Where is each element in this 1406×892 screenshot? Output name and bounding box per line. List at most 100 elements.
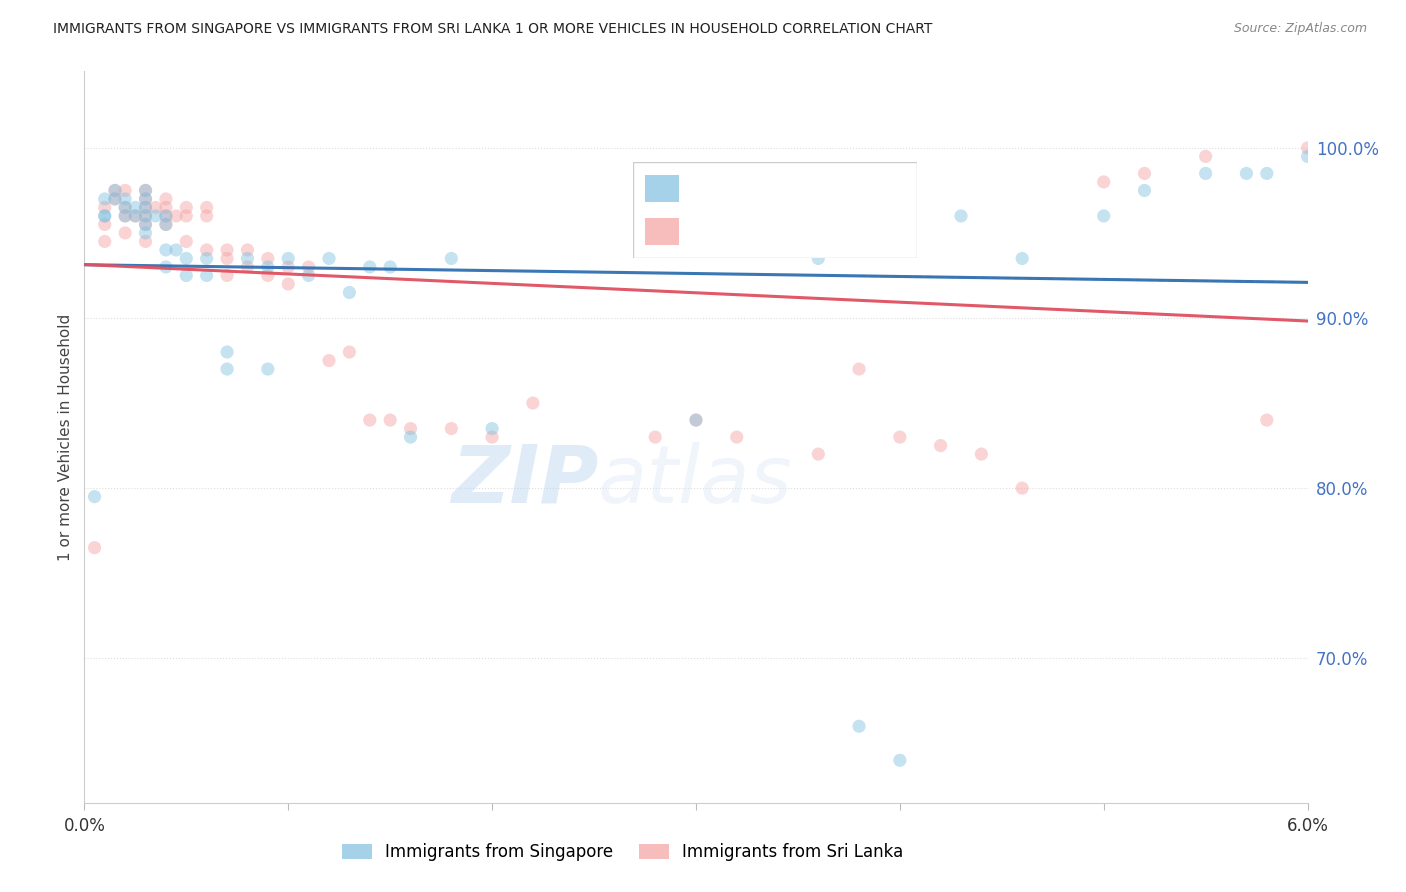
Point	[1337, 141, 1360, 155]
Point	[298, 268, 321, 283]
Point	[1195, 149, 1218, 163]
Point	[440, 252, 463, 266]
Text: R =: R =	[690, 222, 723, 240]
Point	[135, 218, 157, 232]
Point	[135, 218, 157, 232]
Point	[135, 183, 157, 197]
Point	[155, 201, 177, 215]
Point	[176, 252, 198, 266]
Point	[114, 201, 136, 215]
Point	[165, 243, 187, 257]
Point	[155, 218, 177, 232]
Point	[114, 209, 136, 223]
Text: R =: R =	[690, 180, 723, 198]
Point	[135, 235, 157, 249]
Text: atlas: atlas	[598, 442, 793, 520]
Point	[1256, 413, 1278, 427]
Text: Source: ZipAtlas.com: Source: ZipAtlas.com	[1233, 22, 1367, 36]
Point	[195, 201, 218, 215]
Point	[359, 260, 381, 274]
Point	[176, 268, 198, 283]
Point	[135, 201, 157, 215]
Text: ZIP: ZIP	[451, 442, 598, 520]
Point	[807, 447, 830, 461]
Point	[848, 362, 870, 376]
Point	[114, 192, 136, 206]
Point	[217, 252, 239, 266]
Point	[135, 209, 157, 223]
Point	[114, 201, 136, 215]
Point	[339, 345, 361, 359]
Point	[104, 192, 127, 206]
Point	[176, 209, 198, 223]
Point	[1011, 252, 1033, 266]
Point	[93, 192, 117, 206]
Point	[318, 353, 340, 368]
Point	[440, 421, 463, 435]
Point	[277, 277, 299, 291]
Text: 0.237: 0.237	[735, 222, 792, 240]
Point	[848, 719, 870, 733]
Point	[1296, 149, 1319, 163]
Point	[339, 285, 361, 300]
Point	[1256, 166, 1278, 180]
Point	[93, 209, 117, 223]
Point	[124, 201, 146, 215]
Point	[135, 201, 157, 215]
Point	[217, 268, 239, 283]
Point	[318, 252, 340, 266]
Point	[359, 413, 381, 427]
Point	[257, 252, 280, 266]
Point	[104, 183, 127, 197]
Point	[236, 252, 259, 266]
Point	[93, 218, 117, 232]
Point	[1296, 141, 1319, 155]
Point	[135, 183, 157, 197]
Point	[1092, 175, 1115, 189]
Point	[114, 209, 136, 223]
Point	[155, 260, 177, 274]
Point	[929, 439, 952, 453]
Point	[114, 183, 136, 197]
Point	[685, 413, 707, 427]
Point	[644, 430, 666, 444]
Point	[399, 430, 422, 444]
Point	[725, 430, 748, 444]
Point	[380, 413, 402, 427]
Point	[155, 218, 177, 232]
Point	[217, 345, 239, 359]
Bar	[645, 218, 679, 244]
Point	[1133, 166, 1156, 180]
Point	[481, 421, 503, 435]
Bar	[645, 176, 679, 202]
Point	[257, 362, 280, 376]
Point	[399, 421, 422, 435]
Point	[155, 243, 177, 257]
Point	[104, 183, 127, 197]
Point	[135, 192, 157, 206]
Point	[298, 260, 321, 274]
Text: N = 68: N = 68	[803, 222, 870, 240]
Point	[236, 243, 259, 257]
Point	[83, 490, 105, 504]
Point	[217, 243, 239, 257]
Point	[93, 235, 117, 249]
Text: 0.191: 0.191	[735, 180, 792, 198]
Point	[1011, 481, 1033, 495]
Point	[217, 362, 239, 376]
Point	[114, 226, 136, 240]
Point	[83, 541, 105, 555]
Point	[176, 201, 198, 215]
Point	[1195, 166, 1218, 180]
Point	[257, 260, 280, 274]
Point	[277, 260, 299, 274]
Point	[1133, 183, 1156, 197]
Point	[135, 209, 157, 223]
Legend: Immigrants from Singapore, Immigrants from Sri Lanka: Immigrants from Singapore, Immigrants fr…	[336, 837, 910, 868]
Point	[93, 201, 117, 215]
Point	[145, 201, 167, 215]
Y-axis label: 1 or more Vehicles in Household: 1 or more Vehicles in Household	[58, 313, 73, 561]
Point	[155, 192, 177, 206]
Point	[165, 209, 187, 223]
Point	[195, 252, 218, 266]
